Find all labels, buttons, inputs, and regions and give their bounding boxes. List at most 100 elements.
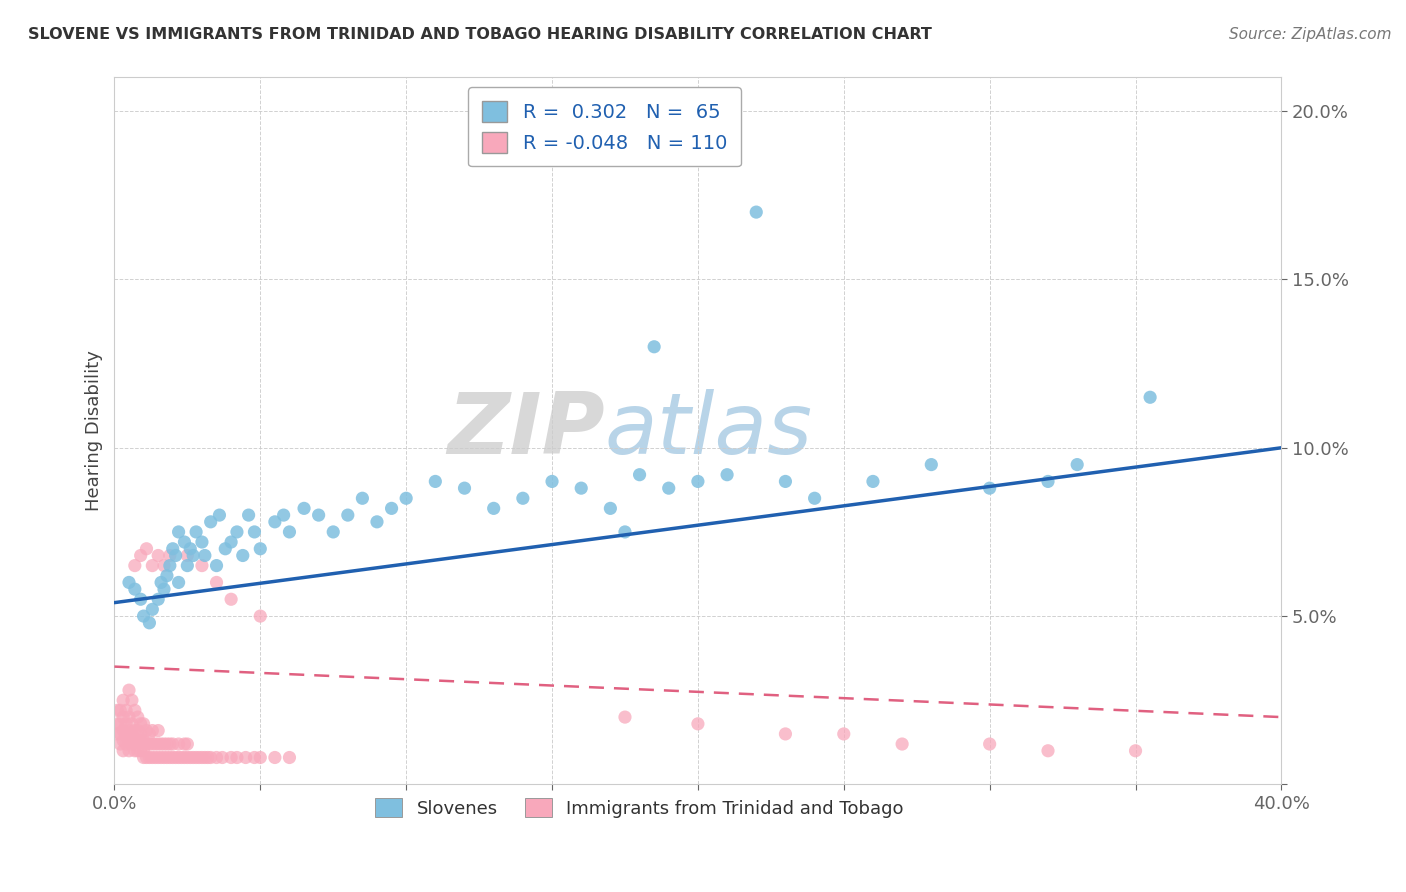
Point [249,609,271,624]
Point [115,737,138,751]
Point [124,582,146,596]
Point [112,693,135,707]
Point [129,549,152,563]
Point [127,723,149,738]
Point [243,750,266,764]
Point [138,727,160,741]
Point [105,727,128,741]
Point [150,737,173,751]
Point [110,727,132,741]
Point [146,737,169,751]
Point [263,515,285,529]
Point [200,750,222,764]
Point [205,575,228,590]
Point [124,744,146,758]
Point [150,575,173,590]
Point [141,723,163,738]
Point [181,549,204,563]
Point [110,716,132,731]
Point [775,475,797,489]
Point [205,750,228,764]
Point [112,710,135,724]
Point [124,733,146,747]
Point [176,737,198,751]
Point [541,475,564,489]
Y-axis label: Hearing Disability: Hearing Disability [86,351,103,511]
Point [366,515,388,529]
Point [118,710,141,724]
Point [336,508,359,522]
Point [127,710,149,724]
Point [141,558,163,573]
Text: ZIP: ZIP [447,390,605,473]
Point [352,491,374,506]
Point [105,703,128,717]
Point [891,737,914,751]
Point [219,750,242,764]
Point [135,750,157,764]
Point [110,737,132,751]
Point [179,541,201,556]
Point [628,467,651,482]
Point [381,501,404,516]
Point [146,723,169,738]
Point [153,582,176,596]
Point [115,727,138,741]
Point [205,558,228,573]
Point [150,750,173,764]
Point [235,750,257,764]
Point [200,515,222,529]
Point [165,750,187,764]
Point [118,723,141,738]
Point [143,737,166,751]
Point [920,458,942,472]
Text: Source: ZipAtlas.com: Source: ZipAtlas.com [1229,27,1392,42]
Point [167,524,190,539]
Point [194,750,217,764]
Point [243,524,266,539]
Point [686,475,709,489]
Point [156,737,179,751]
Point [135,723,157,738]
Point [1036,475,1059,489]
Point [146,750,169,764]
Point [214,541,236,556]
Point [322,524,344,539]
Point [453,481,475,495]
Point [775,727,797,741]
Point [146,592,169,607]
Point [121,693,143,707]
Text: SLOVENE VS IMMIGRANTS FROM TRINIDAD AND TOBAGO HEARING DISABILITY CORRELATION CH: SLOVENE VS IMMIGRANTS FROM TRINIDAD AND … [28,27,932,42]
Point [129,716,152,731]
Point [167,737,190,751]
Point [191,535,214,549]
Point [643,340,665,354]
Point [179,750,201,764]
Point [153,750,176,764]
Point [153,737,176,751]
Point [141,737,163,751]
Point [658,481,681,495]
Point [173,750,195,764]
Point [249,750,271,764]
Point [512,491,534,506]
Point [211,750,233,764]
Point [112,744,135,758]
Point [188,750,211,764]
Point [156,568,179,582]
Point [127,744,149,758]
Point [979,737,1001,751]
Point [569,481,592,495]
Point [1036,744,1059,758]
Text: atlas: atlas [605,390,813,473]
Point [197,750,219,764]
Point [292,501,315,516]
Point [129,727,152,741]
Point [156,750,179,764]
Point [979,481,1001,495]
Point [176,750,198,764]
Point [184,524,207,539]
Point [176,549,198,563]
Point [118,683,141,698]
Point [803,491,825,506]
